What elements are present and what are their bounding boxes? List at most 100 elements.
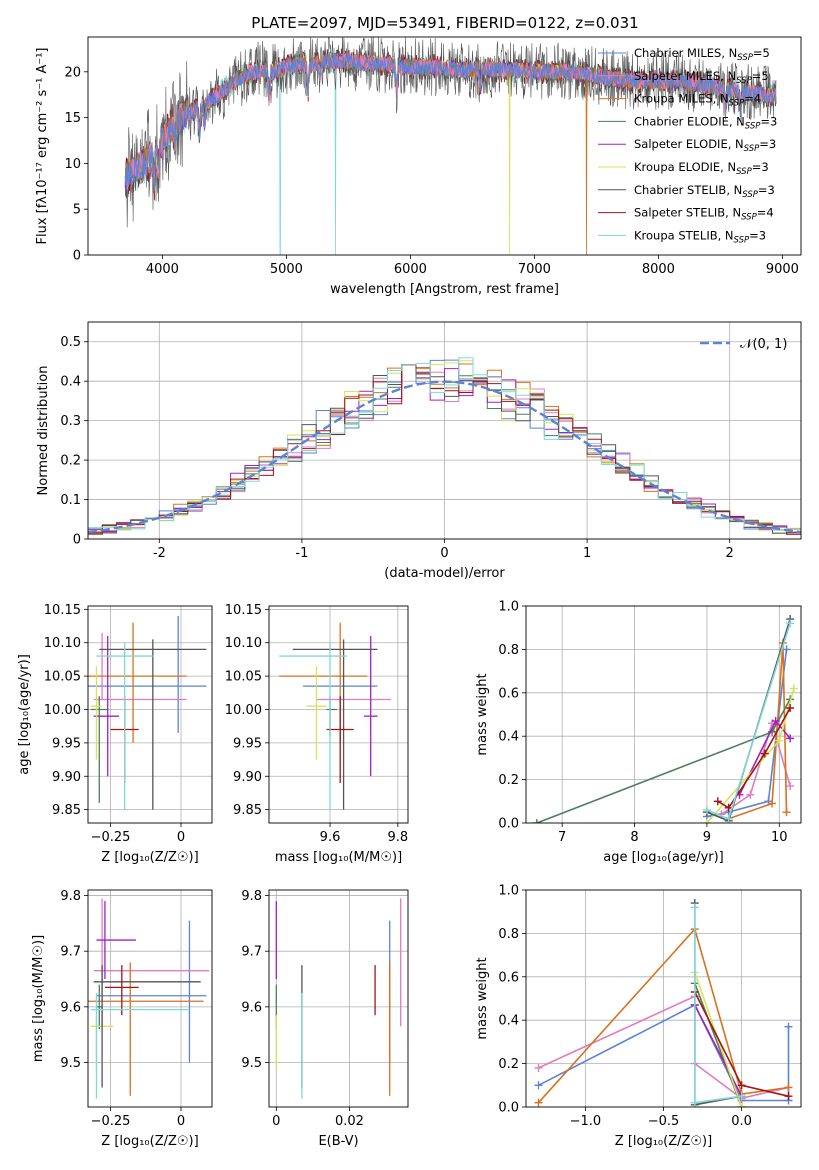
axes-frame — [268, 889, 409, 1108]
weight-marker-kroupa-stelib — [786, 619, 795, 628]
y-tick-label: 10 — [64, 157, 81, 172]
x-axis-label: wavelength [Angstrom, rest frame] — [330, 282, 559, 297]
legend: 𝒩(0, 1) — [700, 337, 787, 352]
weight-marker-kroupa-elodie — [737, 1103, 746, 1107]
x-tick-label: 9.8 — [387, 830, 408, 845]
y-tick-label: 0 — [73, 249, 81, 264]
y-tick-label: 0.6 — [498, 970, 519, 985]
y-tick-label: 10.05 — [225, 670, 262, 685]
y-tick-label: 0.0 — [498, 1101, 519, 1116]
y-tick-label: 0.5 — [60, 335, 81, 350]
x-tick-label: −0.5 — [648, 1114, 680, 1129]
x-axis-label: age [log₁₀(age/yr)] — [603, 850, 724, 865]
figure-title: PLATE=2097, MJD=53491, FIBERID=0122, z=0… — [251, 14, 638, 32]
x-tick-label: 7 — [558, 830, 566, 845]
weight-marker-kroupa-stelib — [690, 903, 699, 912]
legend-label: Salpeter MILES, NSSP=5 — [634, 69, 769, 86]
y-tick-label: 0.8 — [498, 927, 519, 942]
chart-mass-vs-ebv: 9.5 9.6 9.7 9.8 0 0.02 E(B-V) — [241, 889, 409, 1149]
x-axis-label: Z [log₁₀(Z/Z☉)] — [615, 1134, 712, 1149]
chart-residuals: 0 0.1 0.2 0.3 0.4 0.5 -2 -1 0 1 2 (data-model)/erro… — [36, 321, 802, 581]
y-tick-label: 10.10 — [44, 636, 81, 651]
y-tick-label: 10.10 — [225, 636, 262, 651]
legend: Chabrier MILES, NSSP=5 Salpeter MILES, NS… — [598, 46, 777, 245]
weight-line-salpeter-elodie — [694, 1004, 743, 1097]
chart-massweight-vs-z: 0.0 0.2 0.4 0.6 0.8 1.0 −1.0 −0.5 0.0 Z [log₁₀(Z/… — [475, 884, 802, 1149]
weight-marker-salpeter-elodie — [771, 717, 780, 726]
y-tick-label: 9.85 — [233, 803, 262, 818]
y-tick-label: 9.6 — [60, 1000, 81, 1015]
legend-label: Kroupa STELIB, NSSP=3 — [634, 228, 766, 245]
x-tick-label: 10 — [771, 830, 788, 845]
x-axis-label: E(B-V) — [318, 1134, 358, 1149]
plot-area — [124, 37, 777, 255]
weight-marker-kroupa-elodie — [702, 819, 711, 823]
y-tick-label: 10.15 — [225, 603, 262, 618]
chart-massweight-vs-age: 0.0 0.2 0.4 0.6 0.8 1.0 7 8 9 10 age [log₁₀(age/yr… — [475, 600, 802, 865]
plot-area — [88, 606, 212, 823]
y-tick-label: 1.0 — [498, 600, 519, 615]
legend-label: Chabrier MILES, NSSP=5 — [634, 46, 770, 63]
x-tick-label: 0.02 — [335, 1114, 364, 1129]
weight-marker-chabrier-miles — [784, 1022, 793, 1031]
x-tick-label: 2 — [726, 546, 734, 561]
y-tick-label: 0 — [73, 533, 81, 548]
weight-marker-kroupa-elodie — [789, 684, 798, 693]
axes-frame — [87, 889, 213, 1108]
axes-frame — [525, 889, 802, 1108]
axes-frame — [87, 321, 802, 540]
weight-marker-chabrier-miles — [534, 1081, 543, 1090]
weight-marker-kroupa-stelib — [690, 1098, 699, 1107]
weight-marker-salpeter-stelib — [786, 703, 795, 712]
legend-label: Chabrier STELIB, NSSP=3 — [634, 183, 775, 200]
x-tick-label: −1.0 — [570, 1114, 602, 1129]
weight-marker-kroupa-miles — [784, 1083, 793, 1092]
y-tick-label: 0.4 — [498, 1014, 519, 1029]
y-tick-label: 0.2 — [498, 773, 519, 788]
weight-marker-salpeter-miles — [786, 782, 795, 791]
weight-marker-salpeter-stelib — [737, 1081, 746, 1090]
y-tick-label: 9.7 — [241, 945, 262, 960]
axes-frame — [87, 605, 213, 824]
x-tick-label: 0 — [440, 546, 448, 561]
x-tick-label: 5000 — [270, 262, 303, 277]
legend-label-gaussian: 𝒩(0, 1) — [740, 337, 787, 352]
y-tick-label: 9.5 — [241, 1056, 262, 1071]
weight-marker-salpeter-stelib — [760, 749, 769, 758]
legend-label: Kroupa ELODIE, NSSP=3 — [634, 160, 769, 177]
legend-label: Salpeter STELIB, NSSP=4 — [634, 206, 774, 223]
y-tick-label: 10.15 — [44, 603, 81, 618]
x-axis-label: Z [log₁₀(Z/Z☉)] — [101, 1134, 198, 1149]
y-axis-label: mass [log₁₀(M/M☉)] — [31, 935, 46, 1062]
y-tick-label: 0.3 — [60, 414, 81, 429]
x-tick-label: 0 — [177, 830, 185, 845]
chart-age-vs-mass: 9.85 9.90 9.95 10.00 10.05 10.10 10.15 9.6 9.8 ma… — [225, 603, 409, 865]
y-tick-label: 10.00 — [44, 703, 81, 718]
y-tick-label: 0.2 — [60, 454, 81, 469]
axes-frame — [525, 605, 802, 824]
x-tick-label: -1 — [295, 546, 308, 561]
y-tick-label: 15 — [64, 111, 81, 126]
weight-marker-kroupa-stelib — [702, 805, 711, 814]
weight-marker-salpeter-stelib — [713, 797, 722, 806]
x-tick-label: 1 — [583, 546, 591, 561]
x-tick-label: -2 — [153, 546, 166, 561]
y-tick-label: 0.8 — [498, 643, 519, 658]
weight-marker-salpeter-miles — [534, 1063, 543, 1072]
y-tick-label: 9.95 — [52, 736, 81, 751]
x-tick-label: 4000 — [146, 262, 179, 277]
y-tick-label: 9.95 — [233, 736, 262, 751]
plot-area — [88, 322, 801, 539]
chart-age-vs-z: 9.85 9.90 9.95 10.00 10.05 10.10 10.15 −0.25 0 Z … — [17, 603, 213, 865]
weight-marker-kroupa-miles — [782, 808, 791, 817]
weight-marker-kroupa-elodie — [775, 736, 784, 745]
weight-line-salpeter-stelib — [717, 707, 791, 809]
plot-area — [269, 606, 408, 823]
x-tick-label: −0.25 — [91, 830, 131, 845]
weight-marker-salpeter-stelib — [784, 1092, 793, 1101]
y-tick-label: 9.8 — [60, 889, 81, 904]
x-tick-label: 9 — [703, 830, 711, 845]
y-tick-label: 9.8 — [241, 889, 262, 904]
x-axis-label: (data-model)/error — [384, 566, 505, 581]
